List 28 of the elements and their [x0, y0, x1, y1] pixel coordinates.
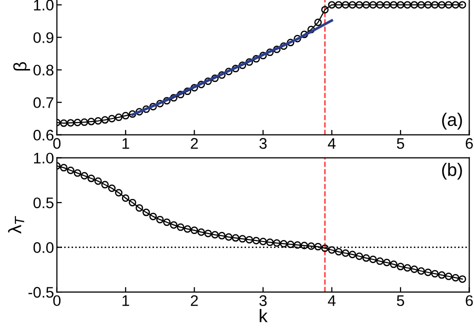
annotation: (b) [442, 162, 462, 180]
y-tick-label: -0.5 [28, 286, 54, 298]
x-tick-label: 4 [328, 295, 336, 306]
y-axis-title: β [13, 62, 30, 71]
x-tick-label: 4 [328, 138, 336, 149]
x-axis-title: k [260, 309, 268, 322]
y-tick-label: 0.7 [33, 97, 54, 108]
y-tick-label: 1.0 [34, 152, 54, 164]
x-tick-label: 1 [122, 138, 130, 149]
y-tick-label: 0.5 [33, 197, 54, 208]
x-tick-label: 0 [53, 295, 61, 306]
y-tick-label: 0.9 [33, 32, 54, 44]
x-tick-label: 6 [466, 295, 473, 306]
y-tick-label: 1.0 [34, 0, 54, 11]
y-tick-label: 0.8 [33, 64, 54, 76]
y-axis-title: λ$_{T}$ [8, 216, 24, 234]
x-tick-label: 3 [259, 295, 267, 306]
annotation: (a) [442, 112, 462, 130]
x-tick-label: 6 [466, 138, 473, 149]
y-tick-label: 0.0 [33, 242, 54, 253]
x-tick-label: 5 [396, 295, 404, 306]
x-tick-label: 2 [190, 295, 198, 306]
x-tick-label: 2 [190, 138, 198, 149]
x-tick-label: 5 [396, 138, 404, 149]
x-tick-label: 1 [122, 295, 130, 306]
x-tick-label: 0 [53, 138, 61, 149]
x-tick-label: 3 [259, 138, 267, 149]
y-tick-label: 0.6 [33, 130, 54, 141]
